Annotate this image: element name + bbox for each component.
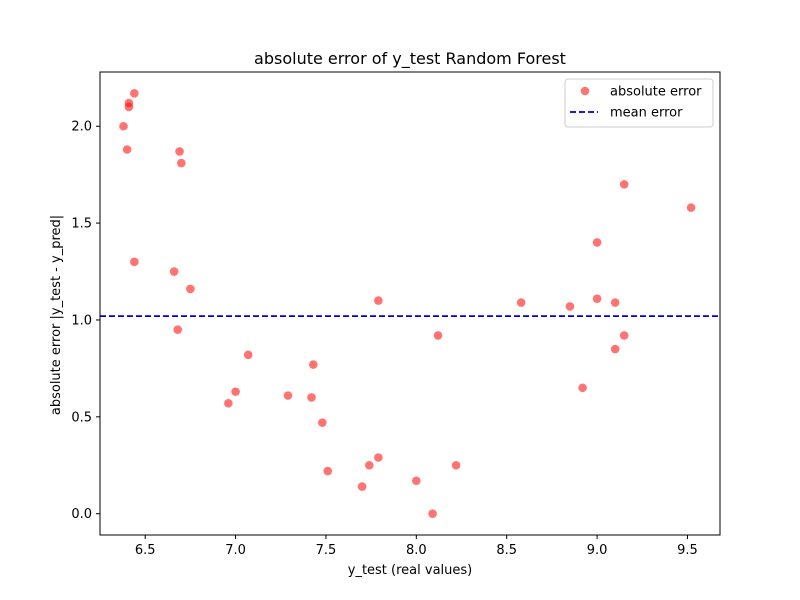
data-point (374, 453, 383, 462)
data-point (516, 298, 526, 307)
x-tick-label: 8.0 (406, 543, 427, 558)
data-point (323, 466, 333, 476)
axes: 6.5 7.0 7.5 8.0 8.5 9.0 9.5 0.0 0.5 1.0 1.5 2.0 (71, 71, 721, 558)
y-tick-label: 1.0 (71, 313, 92, 328)
data-point (619, 180, 629, 189)
y-axis-label: absolute error |y_test - y_pred| (49, 215, 64, 415)
data-point (428, 509, 437, 518)
data-point (175, 147, 184, 156)
data-point (283, 391, 293, 400)
data-point (308, 360, 318, 369)
data-point (186, 284, 195, 294)
legend-box (564, 78, 714, 128)
x-tick-label: 7.5 (316, 543, 337, 558)
data-point (357, 482, 367, 491)
data-point (124, 102, 134, 112)
data-point (130, 89, 139, 98)
data-point (318, 418, 327, 427)
y-tick-label: 0.5 (71, 410, 92, 425)
data-point (307, 393, 316, 402)
data-point (451, 460, 461, 470)
x-tick-label: 9.5 (677, 543, 698, 558)
data-point (173, 325, 183, 334)
data-point (374, 296, 383, 305)
x-tick-label: 8.5 (496, 543, 517, 558)
data-point (231, 387, 240, 396)
data-point (686, 203, 696, 212)
x-tick-label: 9.0 (587, 543, 608, 558)
data-point (578, 383, 587, 393)
data-point (592, 294, 602, 303)
data-point (122, 145, 132, 154)
data-point (592, 238, 602, 247)
y-tick-label: 2.0 (71, 120, 92, 135)
legend-label: mean error (610, 106, 683, 121)
chart-title: absolute error of y_test Random Forest (254, 49, 566, 69)
legend-label: absolute error (610, 85, 702, 100)
legend-marker-absolute-error (580, 86, 590, 96)
data-point (565, 302, 575, 311)
y-tick-label: 1.5 (71, 217, 92, 232)
data-point (619, 331, 629, 340)
data-point (412, 476, 421, 486)
data-point (243, 350, 253, 360)
data-point (130, 257, 139, 267)
y-tick-label: 0.0 (71, 507, 92, 522)
legend: absolute error mean error (564, 78, 714, 128)
x-tick-label: 6.5 (135, 543, 156, 558)
data-point (365, 460, 374, 470)
plot-area (100, 89, 720, 518)
plot-frame (99, 71, 721, 536)
data-point (433, 331, 443, 340)
x-axis-label: y_test (real values) (348, 563, 472, 578)
data-point (177, 158, 186, 168)
data-point (119, 121, 128, 131)
x-tick-label: 7.0 (225, 543, 246, 558)
data-point (610, 298, 620, 307)
data-point (610, 344, 620, 354)
data-point (169, 267, 179, 276)
data-point (224, 398, 233, 408)
